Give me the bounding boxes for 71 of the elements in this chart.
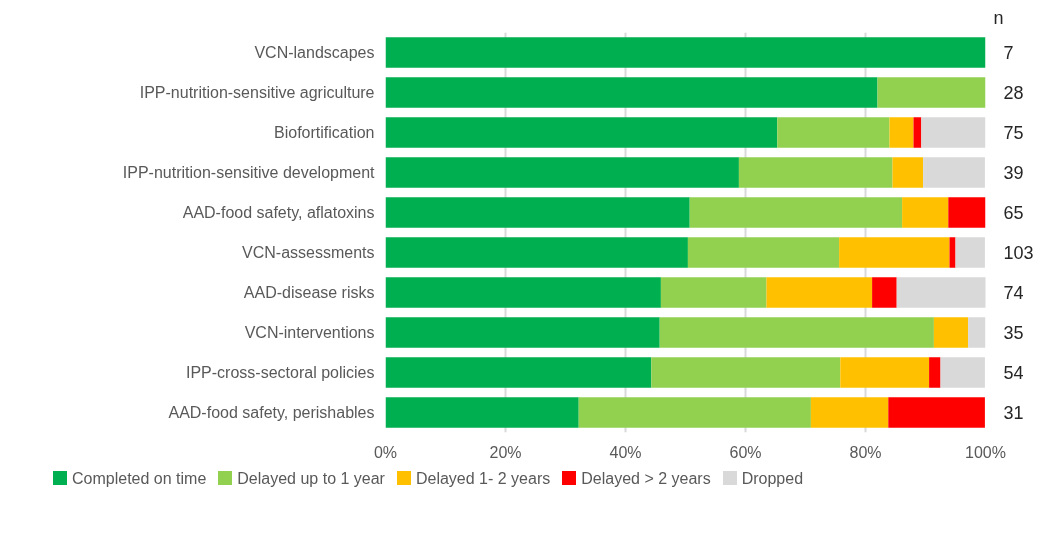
bar — [777, 117, 890, 148]
bar — [948, 197, 986, 228]
text: 7 — [1003, 43, 1014, 63]
x-tick-label: 80% — [849, 443, 882, 461]
legend-item: Delayed up to 1 year — [218, 470, 385, 487]
x-tick-label: 0% — [373, 443, 398, 461]
y-tick-label: AAD-disease risks — [243, 284, 375, 301]
y-tick-label: VCN-assessments — [242, 244, 375, 261]
text: 54 — [1003, 363, 1024, 383]
x-tick-label: 100% — [965, 443, 1006, 461]
bar — [687, 237, 840, 268]
legend-item: Dropped — [722, 470, 804, 487]
bar — [385, 317, 660, 348]
bar — [385, 237, 688, 268]
text: 35 — [1003, 323, 1024, 343]
bar — [689, 197, 903, 228]
text: 103 — [1003, 243, 1034, 263]
text: 74 — [1003, 283, 1024, 303]
bar — [578, 397, 811, 428]
bar — [921, 117, 986, 148]
bar — [929, 357, 941, 388]
bar — [933, 317, 969, 348]
bar — [385, 397, 579, 428]
legend-item: Completed on time — [53, 470, 207, 487]
x-tick-label: 40% — [609, 443, 642, 461]
text: 39 — [1003, 163, 1024, 183]
bar — [651, 357, 841, 388]
bar — [913, 117, 922, 148]
bar — [385, 357, 652, 388]
bar — [949, 237, 956, 268]
legend-item: Delayed > 2 years — [562, 470, 711, 487]
y-tick-label: AAD-food safety, perishables — [168, 404, 375, 421]
bar — [385, 37, 986, 68]
legend-item: Delayed 1- 2 years — [396, 470, 551, 487]
x-tick-label: 20% — [489, 443, 522, 461]
y-tick-label: VCN-interventions — [244, 324, 375, 341]
bar — [896, 277, 986, 308]
bar — [877, 77, 986, 108]
bar — [738, 157, 893, 188]
x-tick-label: 60% — [729, 443, 762, 461]
bar — [889, 117, 914, 148]
bar — [385, 117, 778, 148]
text: 65 — [1003, 203, 1024, 223]
y-tick-label: VCN-landscapes — [254, 44, 375, 61]
bar — [840, 357, 930, 388]
bar — [385, 157, 739, 188]
text: 31 — [1003, 403, 1024, 423]
bar — [940, 357, 985, 388]
bar — [968, 317, 986, 348]
y-tick-label: IPP-nutrition-sensitive agriculture — [139, 84, 375, 101]
bar — [385, 277, 661, 308]
text: 28 — [1003, 83, 1024, 103]
bar — [955, 237, 985, 268]
text: n — [993, 7, 1004, 28]
bar — [660, 277, 767, 308]
bar — [385, 77, 878, 108]
bar — [766, 277, 873, 308]
bar — [810, 397, 889, 428]
y-tick-label: IPP-cross-sectoral policies — [186, 364, 375, 381]
bar — [892, 157, 924, 188]
bar — [385, 197, 690, 228]
y-tick-label: AAD-food safety, aflatoxins — [182, 204, 375, 221]
y-tick-label: IPP-nutrition-sensitive development — [122, 164, 376, 181]
bar — [923, 157, 985, 188]
bar — [872, 277, 897, 308]
text: 75 — [1003, 123, 1024, 143]
y-tick-label: Biofortification — [274, 124, 375, 141]
bar — [659, 317, 934, 348]
bar — [839, 237, 950, 268]
bar — [902, 197, 949, 228]
bar — [888, 397, 985, 428]
